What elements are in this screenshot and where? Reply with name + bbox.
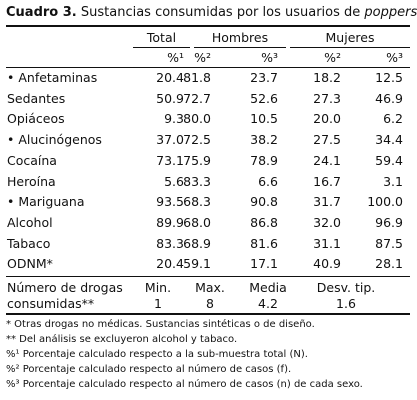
row-label: • Alucinógenos: [7, 132, 102, 148]
subheader: %¹: [167, 50, 184, 65]
stat-name: Max.: [195, 280, 225, 295]
cell: 18.2: [313, 70, 341, 85]
row-label: Sedantes: [7, 90, 66, 106]
cell: 87.5: [375, 235, 403, 251]
cell: 68.0: [183, 214, 211, 230]
cell: 86.8: [250, 214, 278, 230]
stat-name: Desv. tip.: [316, 280, 376, 295]
summary-label: Número de drogas consumidas**: [7, 280, 123, 311]
cell: 6.6: [258, 173, 278, 189]
cell: 16.7: [313, 173, 341, 189]
stat-value: 4.2: [258, 296, 278, 311]
stat-name: Media: [249, 280, 287, 295]
footnote: ** Del análisis se excluyeron alcohol y …: [6, 334, 238, 345]
row-label: Cocaína: [7, 152, 57, 168]
cell: 40.9: [313, 256, 341, 272]
subheader: %³: [386, 50, 403, 65]
row-label: • Anfetaminas: [7, 70, 98, 85]
cell: 37.0: [156, 132, 184, 148]
rule: [290, 47, 410, 48]
cell: 68.3: [183, 194, 211, 210]
cell: 93.5: [156, 194, 184, 210]
cell: 89.9: [156, 214, 184, 230]
cell: 90.8: [250, 194, 278, 210]
cell: 12.5: [375, 70, 403, 85]
cell: 68.9: [183, 235, 211, 251]
cell: 24.1: [313, 152, 341, 168]
cell: 72.7: [183, 90, 211, 106]
rule: [194, 47, 286, 48]
row-label: ODNM*: [7, 256, 53, 272]
cell: 83.3: [183, 173, 211, 189]
cell: 73.1: [156, 152, 184, 168]
cell: 5.6: [164, 173, 184, 189]
title: Cuadro 3. Sustancias consumidas por los …: [6, 5, 417, 21]
footnote: * Otras drogas no médicas. Sustancias si…: [6, 319, 315, 330]
cell: 20.4: [156, 70, 184, 85]
row-label: Heroína: [7, 173, 56, 189]
cell: 20.0: [313, 111, 341, 127]
stat-value: 1.6: [336, 296, 356, 311]
cell: 28.1: [375, 256, 403, 272]
subheader: %²: [324, 50, 341, 65]
subheader: %³: [261, 50, 278, 65]
group-header: Mujeres: [325, 30, 375, 45]
cell: 31.1: [313, 235, 341, 251]
cell: 31.7: [313, 194, 341, 210]
cell: 96.9: [375, 214, 403, 230]
cell: 27.3: [313, 90, 341, 106]
stat-name: Min.: [144, 280, 172, 295]
cell: 9.3: [164, 111, 184, 127]
row-label: Tabaco: [7, 235, 51, 251]
footnote: %³ Porcentaje calculado respecto al núme…: [6, 379, 363, 390]
cell: 46.9: [375, 90, 403, 106]
rule: [133, 47, 190, 48]
cell: 80.0: [183, 111, 211, 127]
cell: 50.9: [156, 90, 184, 106]
title-label: Cuadro 3.: [6, 5, 77, 20]
cell: 38.2: [250, 132, 278, 148]
cell: 23.7: [250, 70, 278, 85]
cell: 81.6: [250, 235, 278, 251]
rule: [6, 313, 410, 315]
title-emphasis: poppers: [364, 5, 417, 20]
cell: 52.6: [250, 90, 278, 106]
group-header: Total: [146, 30, 177, 45]
cell: 6.2: [383, 111, 403, 127]
rule: [6, 67, 410, 68]
cell: 59.4: [375, 152, 403, 168]
cell: 81.8: [183, 70, 211, 85]
title-text: Sustancias consumidas por los usuarios d…: [80, 5, 361, 20]
group-header: Hombres: [211, 30, 269, 45]
cell: 75.9: [183, 152, 211, 168]
row-label: • Mariguana: [7, 194, 85, 210]
cell: 10.5: [250, 111, 278, 127]
row-label: Opiáceos: [7, 111, 65, 127]
subheader: %²: [194, 50, 211, 65]
cell: 78.9: [250, 152, 278, 168]
cell: 32.0: [313, 214, 341, 230]
stat-value: 1: [154, 296, 162, 311]
cell: 34.4: [375, 132, 403, 148]
cell: 72.5: [183, 132, 211, 148]
cell: 3.1: [383, 173, 403, 189]
cell: 83.3: [156, 235, 184, 251]
rule: [6, 25, 410, 27]
stat-value: 8: [206, 296, 214, 311]
footnote: %² Porcentaje calculado respecto al núme…: [6, 364, 292, 375]
cell: 20.4: [156, 256, 184, 272]
cell: 59.1: [183, 256, 211, 272]
cell: 27.5: [313, 132, 341, 148]
cell: 100.0: [367, 194, 403, 210]
cell: 17.1: [250, 256, 278, 272]
row-label: Alcohol: [7, 214, 53, 230]
footnote: %¹ Porcentaje calculado respecto a la su…: [6, 349, 308, 360]
rule: [6, 276, 410, 277]
